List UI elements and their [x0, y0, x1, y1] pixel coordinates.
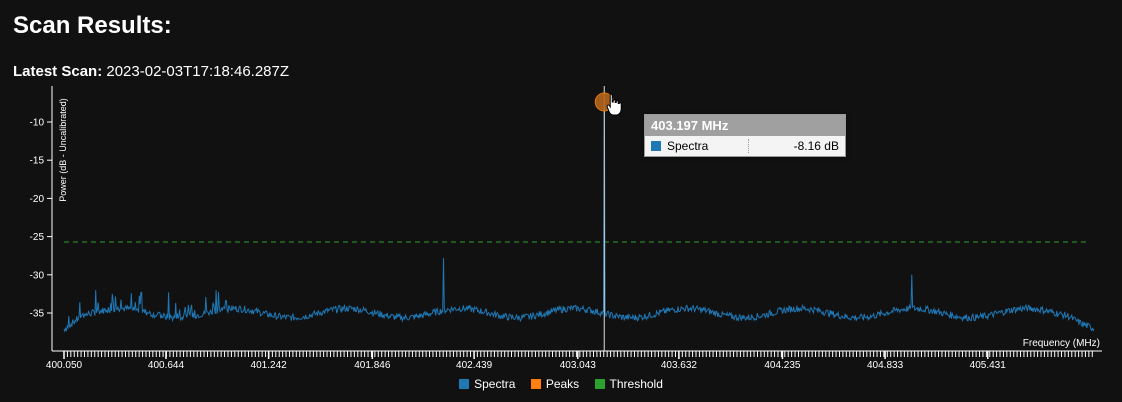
legend-label: Threshold — [609, 377, 663, 391]
tooltip-series-name: Spectra — [667, 139, 749, 153]
x-tick-label: 400.050 — [46, 360, 83, 371]
x-tick-label: 402.439 — [456, 360, 493, 371]
y-tick-label: -20 — [30, 194, 45, 205]
y-tick-label: -35 — [30, 309, 45, 320]
tooltip-row: Spectra -8.16 dB — [645, 136, 845, 156]
tooltip-title: 403.197 MHz — [645, 115, 845, 136]
x-tick-label: 404.235 — [764, 360, 801, 371]
latest-scan-label: Latest Scan: — [13, 63, 103, 80]
data-tooltip: 403.197 MHz Spectra -8.16 dB — [644, 114, 846, 157]
x-tick-label: 405.431 — [970, 360, 1007, 371]
y-tick-label: -30 — [30, 270, 45, 281]
latest-scan: Latest Scan: 2023-02-03T17:18:46.287Z — [13, 63, 289, 80]
x-tick-label: 404.833 — [867, 360, 904, 371]
tooltip-swatch — [651, 141, 661, 151]
legend-swatch — [530, 379, 541, 389]
x-tick-label: 403.632 — [661, 360, 698, 371]
chart-legend: Spectra Peaks Threshold — [0, 377, 1122, 391]
legend-label: Peaks — [545, 377, 580, 391]
y-axis: -10 -15 -20 -25 -30 -35 — [30, 86, 53, 351]
y-tick-label: -15 — [30, 156, 45, 167]
x-tick-label: 401.242 — [251, 360, 288, 371]
hand-cursor-icon — [606, 93, 622, 116]
x-tick-label: 401.846 — [354, 360, 391, 371]
x-axis: 400.050 400.644 401.242 401.846 402.439 403.0… — [46, 350, 1102, 371]
x-axis-label: Frequency (MHz) — [1023, 338, 1100, 349]
legend-swatch — [594, 379, 605, 389]
y-tick-label: -10 — [30, 118, 45, 129]
page-title: Scan Results: — [13, 12, 172, 39]
legend-item-peaks[interactable]: Peaks — [530, 377, 580, 391]
legend-item-threshold[interactable]: Threshold — [594, 377, 663, 391]
spectra-series-line — [63, 107, 1095, 333]
y-tick-label: -25 — [30, 232, 45, 243]
legend-item-spectra[interactable]: Spectra — [459, 377, 515, 391]
x-tick-label: 400.644 — [148, 360, 185, 371]
y-axis-label: Power (dB - Uncalibrated) — [58, 98, 68, 202]
latest-scan-value: 2023-02-03T17:18:46.287Z — [106, 63, 290, 80]
tooltip-value: -8.16 dB — [793, 139, 839, 153]
x-tick-label: 403.043 — [560, 360, 597, 371]
hand-cursor-shape — [606, 93, 622, 116]
legend-label: Spectra — [474, 377, 516, 391]
legend-swatch — [459, 379, 470, 389]
